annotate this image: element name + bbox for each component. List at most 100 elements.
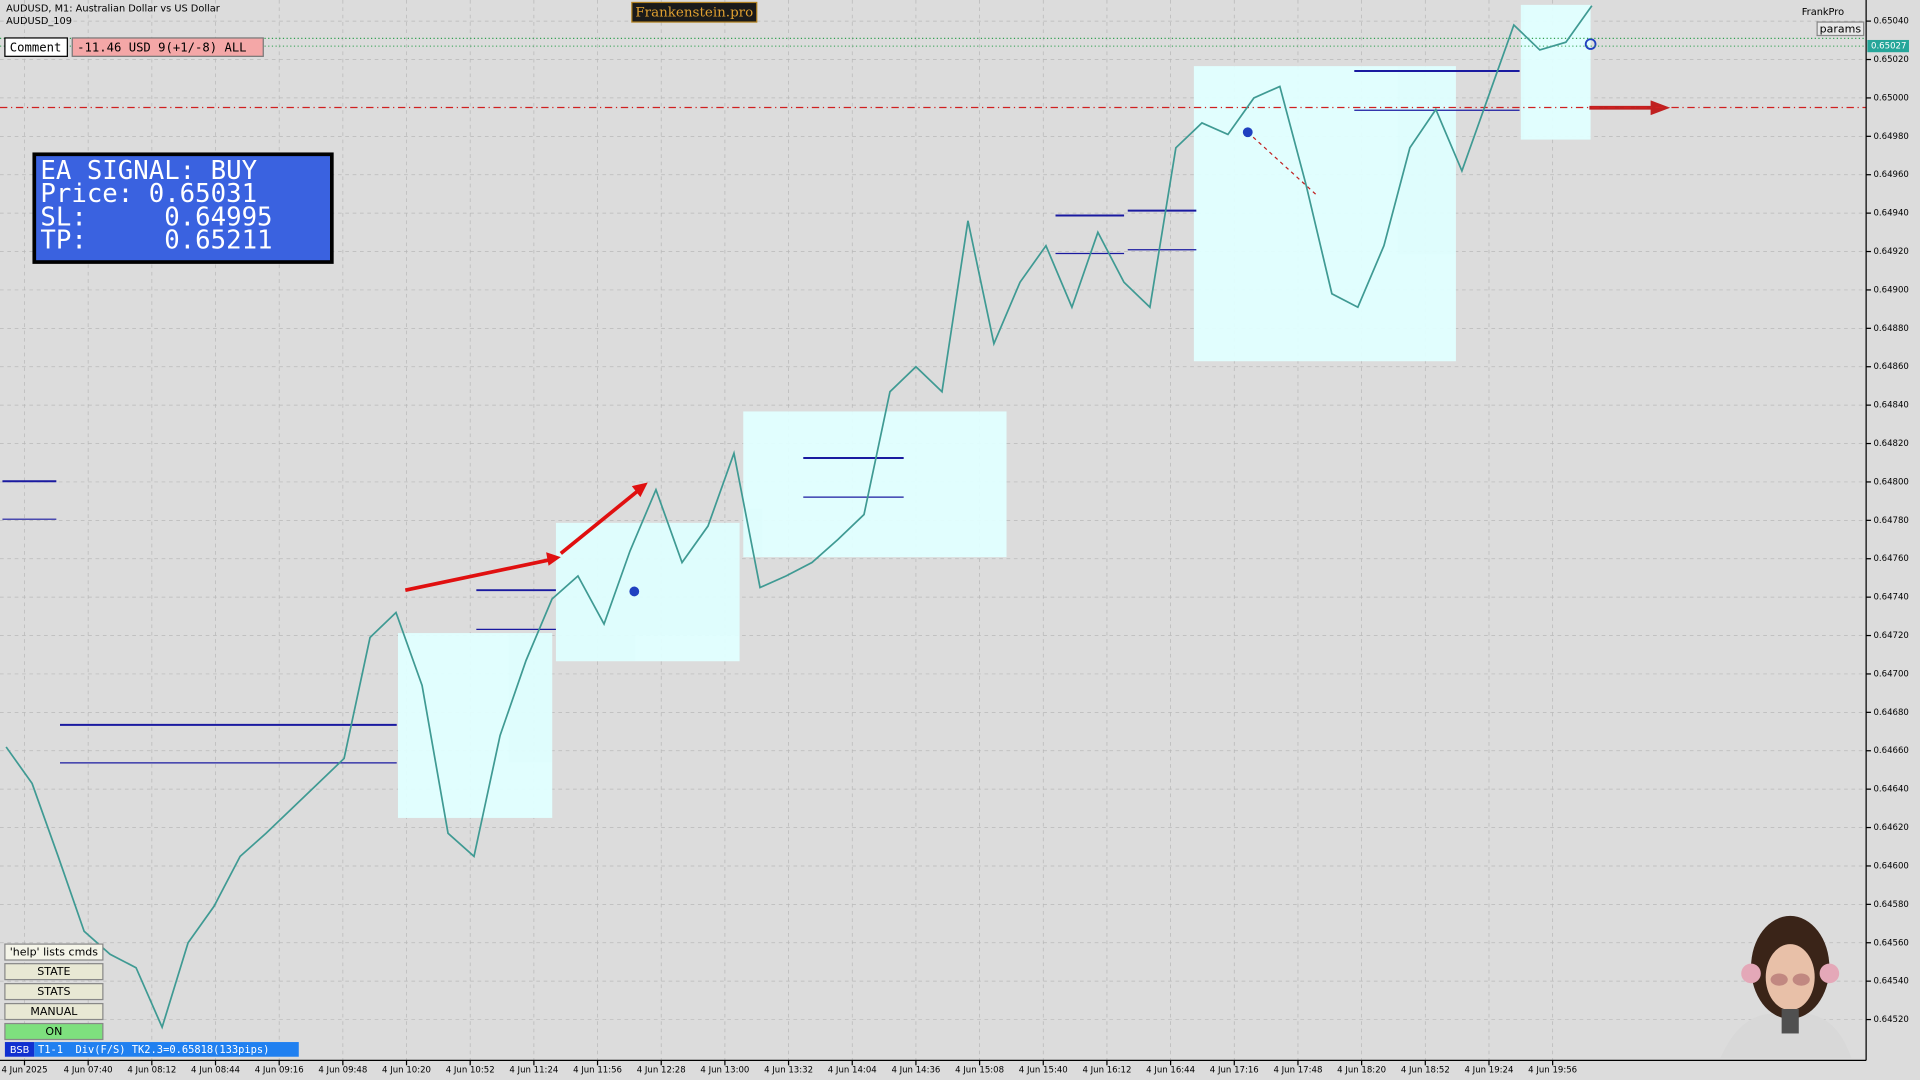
zone [743,411,1007,558]
signal-line: EA SIGNAL: BUY [40,156,257,186]
x-tick-label: 4 Jun 14:36 [891,1066,940,1076]
brand: Frankenstein.pro [635,5,753,20]
comment-box [71,37,264,57]
trade-marker [629,586,640,597]
y-tick-label: 0.64860 [1873,362,1908,372]
x-tick-label: 4 Jun 16:44 [1146,1066,1195,1076]
price-tag [1867,39,1909,53]
signal-box [32,152,334,264]
y-tick-label: 0.64920 [1873,247,1908,257]
button-label[interactable]: ON [45,1025,62,1038]
y-tick-label: 0.64640 [1873,785,1908,795]
price-line-series [5,5,1593,1030]
y-tick-label: 0.64580 [1873,900,1908,910]
trade-marker [1242,127,1253,138]
hint: 'help' lists cmds [10,946,99,959]
y-tick-label: 0.64540 [1873,977,1908,987]
x-tick-label: 4 Jun 13:00 [700,1066,749,1076]
y-tick-label: 0.65000 [1873,93,1908,103]
comment-label: Comment [10,40,62,54]
hint-box [4,943,104,961]
avatar-neck [1781,1008,1799,1034]
buttons: STATE STATS MANUAL ON [4,963,104,1041]
x-tick-label: 4 Jun 10:20 [382,1066,431,1076]
y-tick-label: 0.64760 [1873,554,1908,564]
y-tick-label: 0.64700 [1873,669,1908,679]
y-tick-label: 0.64520 [1873,1015,1908,1025]
status-box [34,1042,299,1057]
y-tick-label: 0.64660 [1873,746,1908,756]
signal-line: Price: 0.65031 [40,179,257,209]
x-tick-label: 4 Jun 08:44 [191,1066,240,1076]
params-label[interactable]: params [1820,22,1862,35]
zone [1520,4,1591,140]
signal-line: TP: 0.65211 [40,226,272,256]
x-tick-label: 4 Jun 13:32 [764,1066,813,1076]
trade-line [1247,131,1318,197]
x-tick-label: 4 Jun 18:52 [1401,1066,1450,1076]
y-tick-label: 0.64740 [1873,593,1908,603]
user: FrankPro [1802,7,1844,18]
button-label[interactable]: STATE [37,965,70,978]
avatar-headphone [1741,963,1761,984]
x-tick-label: 4 Jun 19:56 [1528,1066,1577,1076]
arrow-head [546,552,561,566]
y-tick-label: 0.64680 [1873,708,1908,718]
y-tick-label: 0.64880 [1873,324,1908,334]
signal-line: SL: 0.64995 [40,202,272,232]
y-tick-label: 0.64960 [1873,170,1908,180]
comment-label-box [4,37,68,57]
arrow [559,488,641,555]
y-tick-label: 0.64940 [1873,209,1908,219]
y-tick-label: 0.65020 [1873,55,1908,65]
avatar-face [1765,944,1815,1011]
button[interactable] [4,1022,104,1041]
price-tag-label: 0.65027 [1871,42,1906,52]
x-tick-label: 4 Jun 07:40 [64,1066,113,1076]
button-label[interactable]: STATS [37,985,70,998]
y-tick-label: 0.64560 [1873,938,1908,948]
plot [0,5,1867,1030]
x-tick-label: 4 Jun 19:24 [1465,1066,1514,1076]
x-tick-label: 4 Jun 17:48 [1273,1066,1322,1076]
y-tick-label: 0.65040 [1873,17,1908,27]
x-tick-label: 4 Jun 11:24 [509,1066,558,1076]
avatar-glasses [1792,973,1810,986]
button[interactable] [4,983,104,1001]
y-tick-label: 0.64820 [1873,439,1908,449]
avatar-glasses [1770,973,1788,986]
y-tick-label: 0.64720 [1873,631,1908,641]
avatar-headphone [1819,963,1840,984]
x-tick-label: 4 Jun 10:52 [446,1066,495,1076]
x-tick-label: 4 Jun 12:28 [637,1066,686,1076]
params-button[interactable] [1816,21,1865,37]
account: AUDUSD_109 [6,16,72,27]
price-axis-bg [1866,0,1920,1061]
axis: 0.64520 0.64540 0.64560 0.64580 0.64600 0.646… [1,17,1909,1076]
y-tick-label: 0.64780 [1873,516,1908,526]
button-label[interactable]: MANUAL [30,1005,78,1018]
x-tick-label: 4 Jun 18:20 [1337,1066,1386,1076]
x-tick-label: 4 Jun 09:16 [255,1066,304,1076]
x-tick-label: 4 Jun 11:56 [573,1066,622,1076]
y-tick-label: 0.64900 [1873,285,1908,295]
zone [1193,66,1456,362]
button[interactable] [4,963,104,981]
zone [397,633,553,818]
x-tick-label: 4 Jun 2025 [1,1066,47,1076]
button[interactable] [4,1002,104,1021]
x-tick-label: 4 Jun 09:48 [318,1066,367,1076]
status-badge: BSB [10,1045,30,1056]
y-tick-label: 0.64600 [1873,861,1908,871]
comment-text: -11.46 USD 9(+1/-8) ALL [77,40,246,54]
x-tick-label: 4 Jun 14:04 [828,1066,877,1076]
status-text: T1-1 Div(F/S) TK2.3=0.65818(133pips) [38,1044,269,1056]
y-tick-label: 0.64620 [1873,823,1908,833]
avatar-body [1720,1013,1852,1058]
y-tick-label: 0.64840 [1873,401,1908,411]
arrow-head [631,482,648,498]
x-tick-label: 4 Jun 08:12 [127,1066,176,1076]
x-tick-label: 4 Jun 15:08 [955,1066,1004,1076]
